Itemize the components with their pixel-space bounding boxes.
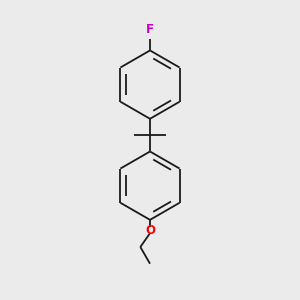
Text: F: F [146, 23, 154, 36]
Text: O: O [145, 224, 155, 237]
